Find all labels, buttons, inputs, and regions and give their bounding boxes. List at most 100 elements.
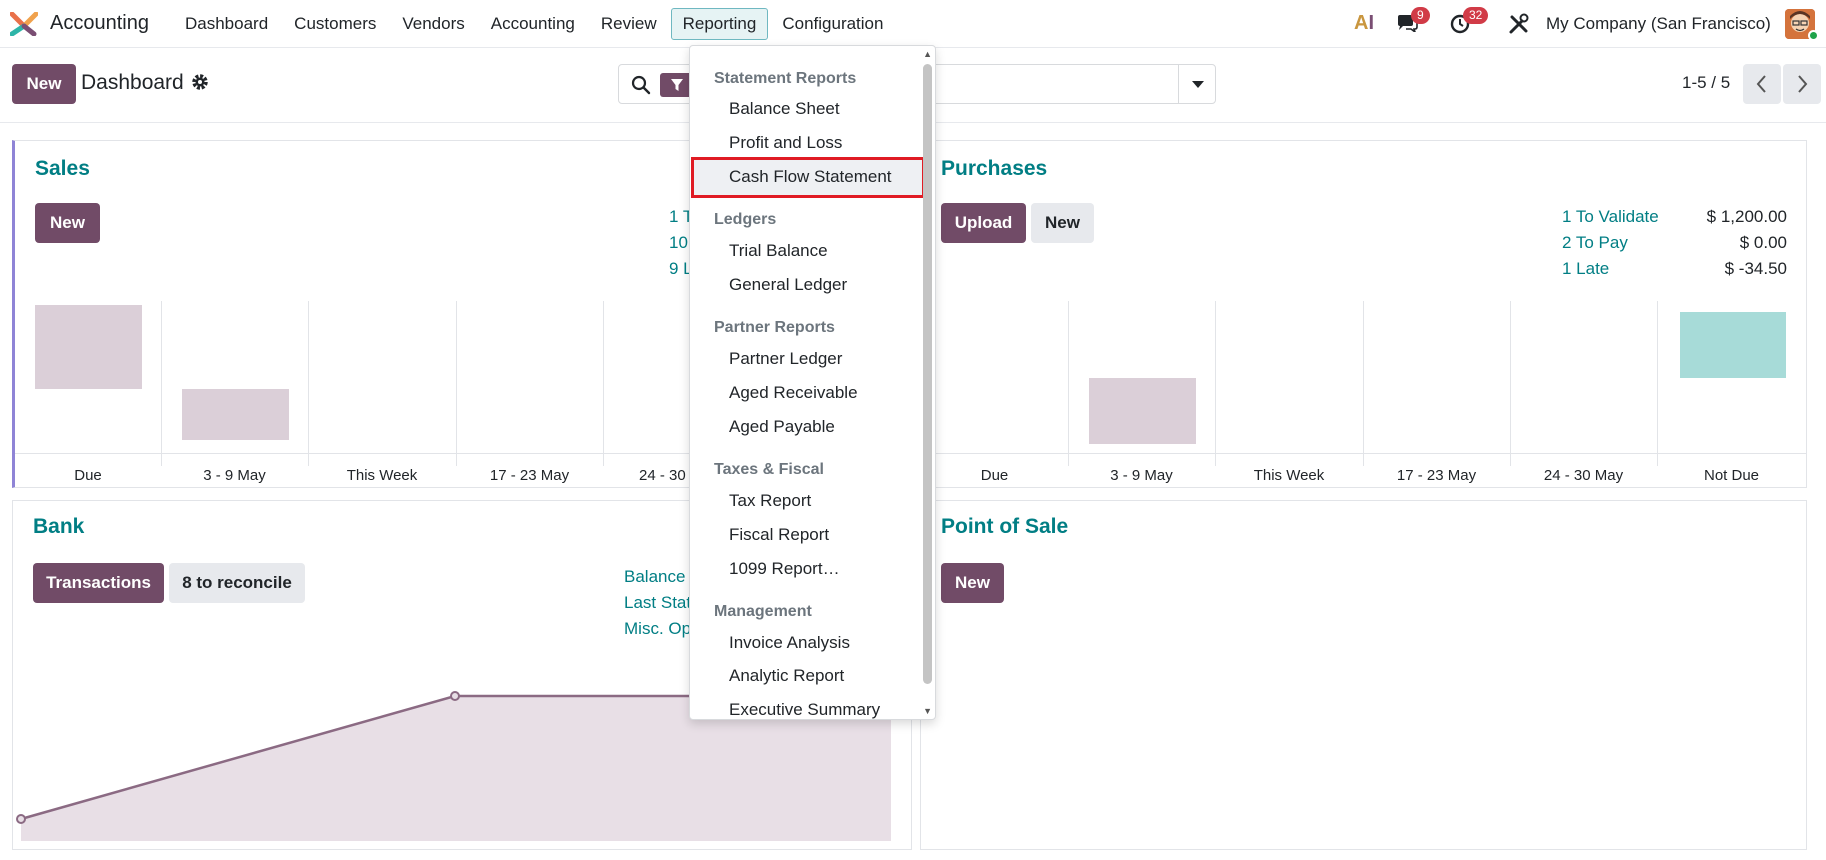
purchases-stat-late[interactable]: 1 Late <box>1562 259 1610 278</box>
purchases-graph-label: 17 - 23 May <box>1396 467 1477 484</box>
sales-graph-label: Due <box>74 467 102 484</box>
section-taxes-fiscal: Taxes & Fiscal <box>714 461 824 478</box>
highlight-box <box>691 157 925 198</box>
chevron-left-icon <box>1756 75 1766 93</box>
menu-item-tax-report[interactable]: Tax Report <box>729 491 812 510</box>
purchases-stat-to-validate-value: $ 1,200.00 <box>1706 207 1787 226</box>
menu-customers[interactable]: Customers <box>294 14 377 33</box>
bank-stat-last-statement[interactable]: Last Stat <box>624 593 692 612</box>
graph-divider <box>1215 301 1216 466</box>
dropdown-scrollbar[interactable] <box>923 64 932 684</box>
user-avatar[interactable] <box>1785 9 1815 39</box>
scroll-up-arrow-icon[interactable]: ▲ <box>923 49 932 59</box>
sales-bar-due[interactable] <box>35 305 142 389</box>
purchases-new-button[interactable]: New <box>1031 203 1094 243</box>
graph-divider <box>456 301 457 466</box>
purchases-bar-not-due[interactable] <box>1680 312 1786 378</box>
menu-item-partner-ledger[interactable]: Partner Ledger <box>729 349 843 368</box>
bank-title[interactable]: Bank <box>33 515 85 538</box>
caret-down-icon <box>1192 81 1204 88</box>
menu-item-executive-summary[interactable]: Executive Summary <box>729 700 881 719</box>
chat-count-badge: 9 <box>1411 7 1430 24</box>
graph-divider <box>1510 301 1511 466</box>
section-management: Management <box>714 603 812 620</box>
menu-vendors[interactable]: Vendors <box>402 14 465 33</box>
chevron-right-icon <box>1798 75 1808 93</box>
menu-item-trial-balance[interactable]: Trial Balance <box>729 241 828 260</box>
purchases-stat-to-pay-value: $ 0.00 <box>1739 233 1787 252</box>
menu-item-cash-flow-statement[interactable]: Cash Flow Statement <box>729 167 892 186</box>
menu-accounting[interactable]: Accounting <box>490 14 575 33</box>
menu-item-1099-report[interactable]: 1099 Report… <box>729 559 840 578</box>
app-name[interactable]: Accounting <box>50 12 149 34</box>
purchases-graph-label: Due <box>980 467 1009 484</box>
graph-baseline <box>15 453 912 454</box>
pager-next-button[interactable] <box>1783 64 1821 104</box>
activity-clock-icon[interactable] <box>1450 14 1470 34</box>
menu-item-aged-payable[interactable]: Aged Payable <box>729 417 835 436</box>
menu-reporting[interactable]: Reporting <box>670 0 770 48</box>
main-menu: Dashboard Customers Vendors Accounting R… <box>172 0 896 48</box>
purchases-graph-label: Not Due <box>1703 467 1760 484</box>
page-title: Dashboard <box>81 71 184 94</box>
graph-divider <box>161 301 162 466</box>
scroll-down-arrow-icon[interactable]: ▼ <box>923 706 932 716</box>
company-switcher[interactable]: My Company (San Francisco) <box>1546 14 1771 33</box>
menu-item-balance-sheet[interactable]: Balance Sheet <box>729 99 840 118</box>
sales-graph-label: 24 - 30 <box>639 467 686 484</box>
graph-divider <box>1363 301 1364 466</box>
sales-stat-to-pay[interactable]: 10 <box>669 233 688 252</box>
debug-tools-icon[interactable] <box>1508 13 1530 35</box>
purchases-title[interactable]: Purchases <box>941 157 1048 180</box>
purchases-bar-3-9-may[interactable] <box>1089 378 1196 444</box>
search-options-toggle[interactable] <box>1178 64 1216 104</box>
purchases-upload-button[interactable]: Upload <box>941 203 1026 243</box>
purchases-graph-label: This Week <box>1253 467 1325 484</box>
activity-count-badge: 32 <box>1463 7 1489 24</box>
gear-icon[interactable] <box>191 73 209 91</box>
pos-journal-card: Point of Sale New <box>920 500 1807 850</box>
graph-divider <box>308 301 309 466</box>
menu-item-general-ledger[interactable]: General Ledger <box>729 275 848 294</box>
menu-item-analytic-report[interactable]: Analytic Report <box>729 666 845 685</box>
new-button[interactable]: New <box>12 64 76 104</box>
pos-new-button[interactable]: New <box>941 563 1004 603</box>
sales-stat-to-validate[interactable]: 1 T <box>669 207 694 226</box>
menu-item-invoice-analysis[interactable]: Invoice Analysis <box>729 633 850 652</box>
section-statement-reports: Statement Reports <box>714 70 857 87</box>
bank-transactions-button[interactable]: Transactions <box>33 563 164 603</box>
menu-item-fiscal-report[interactable]: Fiscal Report <box>729 525 830 544</box>
sales-graph-label: This Week <box>346 467 418 484</box>
accounting-app-icon[interactable] <box>10 12 38 36</box>
user-avatar-icon <box>1785 9 1815 39</box>
sales-bar-3-9-may[interactable] <box>182 389 289 440</box>
pos-title[interactable]: Point of Sale <box>941 515 1069 538</box>
purchases-journal-card: Purchases Upload New 1 To Validate $ 1,2… <box>920 140 1807 488</box>
bank-stat-balance[interactable]: Balance <box>624 567 686 586</box>
sales-graph-label: 3 - 9 May <box>203 467 266 484</box>
pager-previous-button[interactable] <box>1743 64 1781 104</box>
bank-stat-misc-operations[interactable]: Misc. Op <box>624 619 692 638</box>
sales-graph-label: 17 - 23 May <box>489 467 570 484</box>
graph-baseline <box>921 453 1806 454</box>
purchases-stat-to-validate[interactable]: 1 To Validate <box>1562 207 1659 226</box>
menu-item-profit-and-loss[interactable]: Profit and Loss <box>729 133 843 152</box>
bank-reconcile-button[interactable]: 8 to reconcile <box>169 563 305 603</box>
reporting-dropdown-menu: Statement Reports Balance Sheet Profit a… <box>689 45 936 720</box>
sales-new-button[interactable]: New <box>35 203 100 243</box>
section-partner-reports: Partner Reports <box>714 319 835 336</box>
menu-dashboard[interactable]: Dashboard <box>185 14 269 33</box>
online-status-dot <box>1808 30 1819 41</box>
menu-review[interactable]: Review <box>600 14 657 33</box>
ai-icon[interactable]: AI <box>1354 12 1375 34</box>
search-icon[interactable] <box>631 75 651 95</box>
pager-value[interactable]: 1-5 / 5 <box>1682 73 1731 92</box>
filter-icon <box>671 79 683 91</box>
sales-stat-late[interactable]: 9 L <box>669 259 693 278</box>
sales-title[interactable]: Sales <box>35 157 90 180</box>
section-ledgers: Ledgers <box>714 211 777 228</box>
menu-item-aged-receivable[interactable]: Aged Receivable <box>729 383 858 402</box>
purchases-graph-label: 24 - 30 May <box>1543 467 1624 484</box>
purchases-stat-to-pay[interactable]: 2 To Pay <box>1562 233 1628 252</box>
menu-configuration[interactable]: Configuration <box>782 14 884 33</box>
